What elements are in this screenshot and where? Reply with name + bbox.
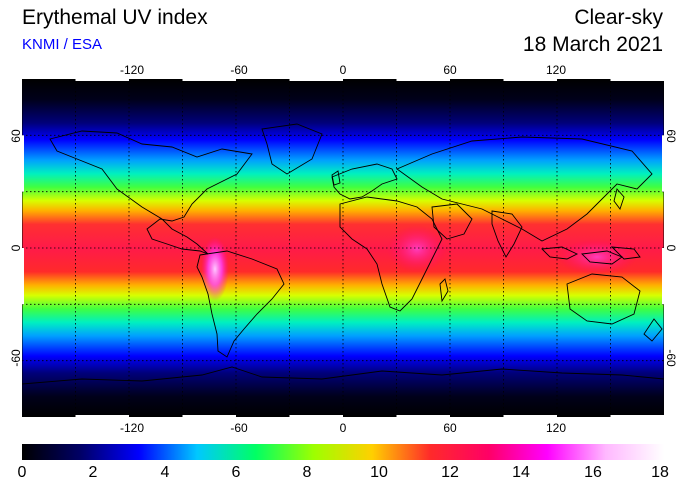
lon-tick-top: -120 — [119, 63, 145, 77]
lat-tick-right: 0 — [664, 244, 678, 252]
colorbar — [22, 444, 664, 460]
lat-tick-left: 0 — [9, 244, 23, 252]
africa-hotspot — [387, 225, 447, 273]
lon-tick-top: -60 — [230, 63, 248, 77]
map-frame — [22, 79, 664, 417]
title: Erythemal UV index — [22, 6, 208, 29]
indonesia-hotspot — [557, 239, 637, 275]
colorbar-label: 0 — [17, 464, 27, 481]
lat-tick-right: -60 — [664, 349, 678, 367]
lon-tick-bottom: 60 — [443, 421, 457, 435]
colorbar-label: 10 — [370, 464, 388, 481]
lon-tick-bottom: 0 — [339, 421, 347, 435]
lon-tick-bottom: -120 — [119, 421, 145, 435]
lon-tick-top: 120 — [545, 63, 567, 77]
graticule — [22, 79, 664, 417]
colorbar-label: 8 — [302, 464, 312, 481]
uv-index-map — [22, 79, 664, 417]
colorbar-label: 2 — [88, 464, 98, 481]
condition-label: Clear-sky — [574, 6, 663, 29]
colorbar-label: 18 — [651, 464, 669, 481]
lon-tick-bottom: -60 — [230, 421, 248, 435]
date-label: 18 March 2021 — [522, 33, 663, 56]
lat-tick-left: 60 — [9, 129, 23, 143]
lon-tick-bottom: 120 — [545, 421, 567, 435]
andes-hotspot — [201, 237, 229, 301]
lat-tick-left: -60 — [9, 349, 23, 367]
coastlines — [22, 123, 664, 385]
data-source: KNMI / ESA — [22, 36, 103, 53]
colorbar-gradient — [22, 444, 664, 460]
colorbar-label: 6 — [231, 464, 241, 481]
lon-tick-top: 60 — [443, 63, 457, 77]
lon-tick-top: 0 — [339, 63, 347, 77]
colorbar-label: 16 — [584, 464, 602, 481]
colorbar-label: 4 — [160, 464, 170, 481]
colorbar-label: 14 — [512, 464, 530, 481]
lat-tick-right: 60 — [664, 129, 678, 143]
colorbar-label: 12 — [441, 464, 459, 481]
